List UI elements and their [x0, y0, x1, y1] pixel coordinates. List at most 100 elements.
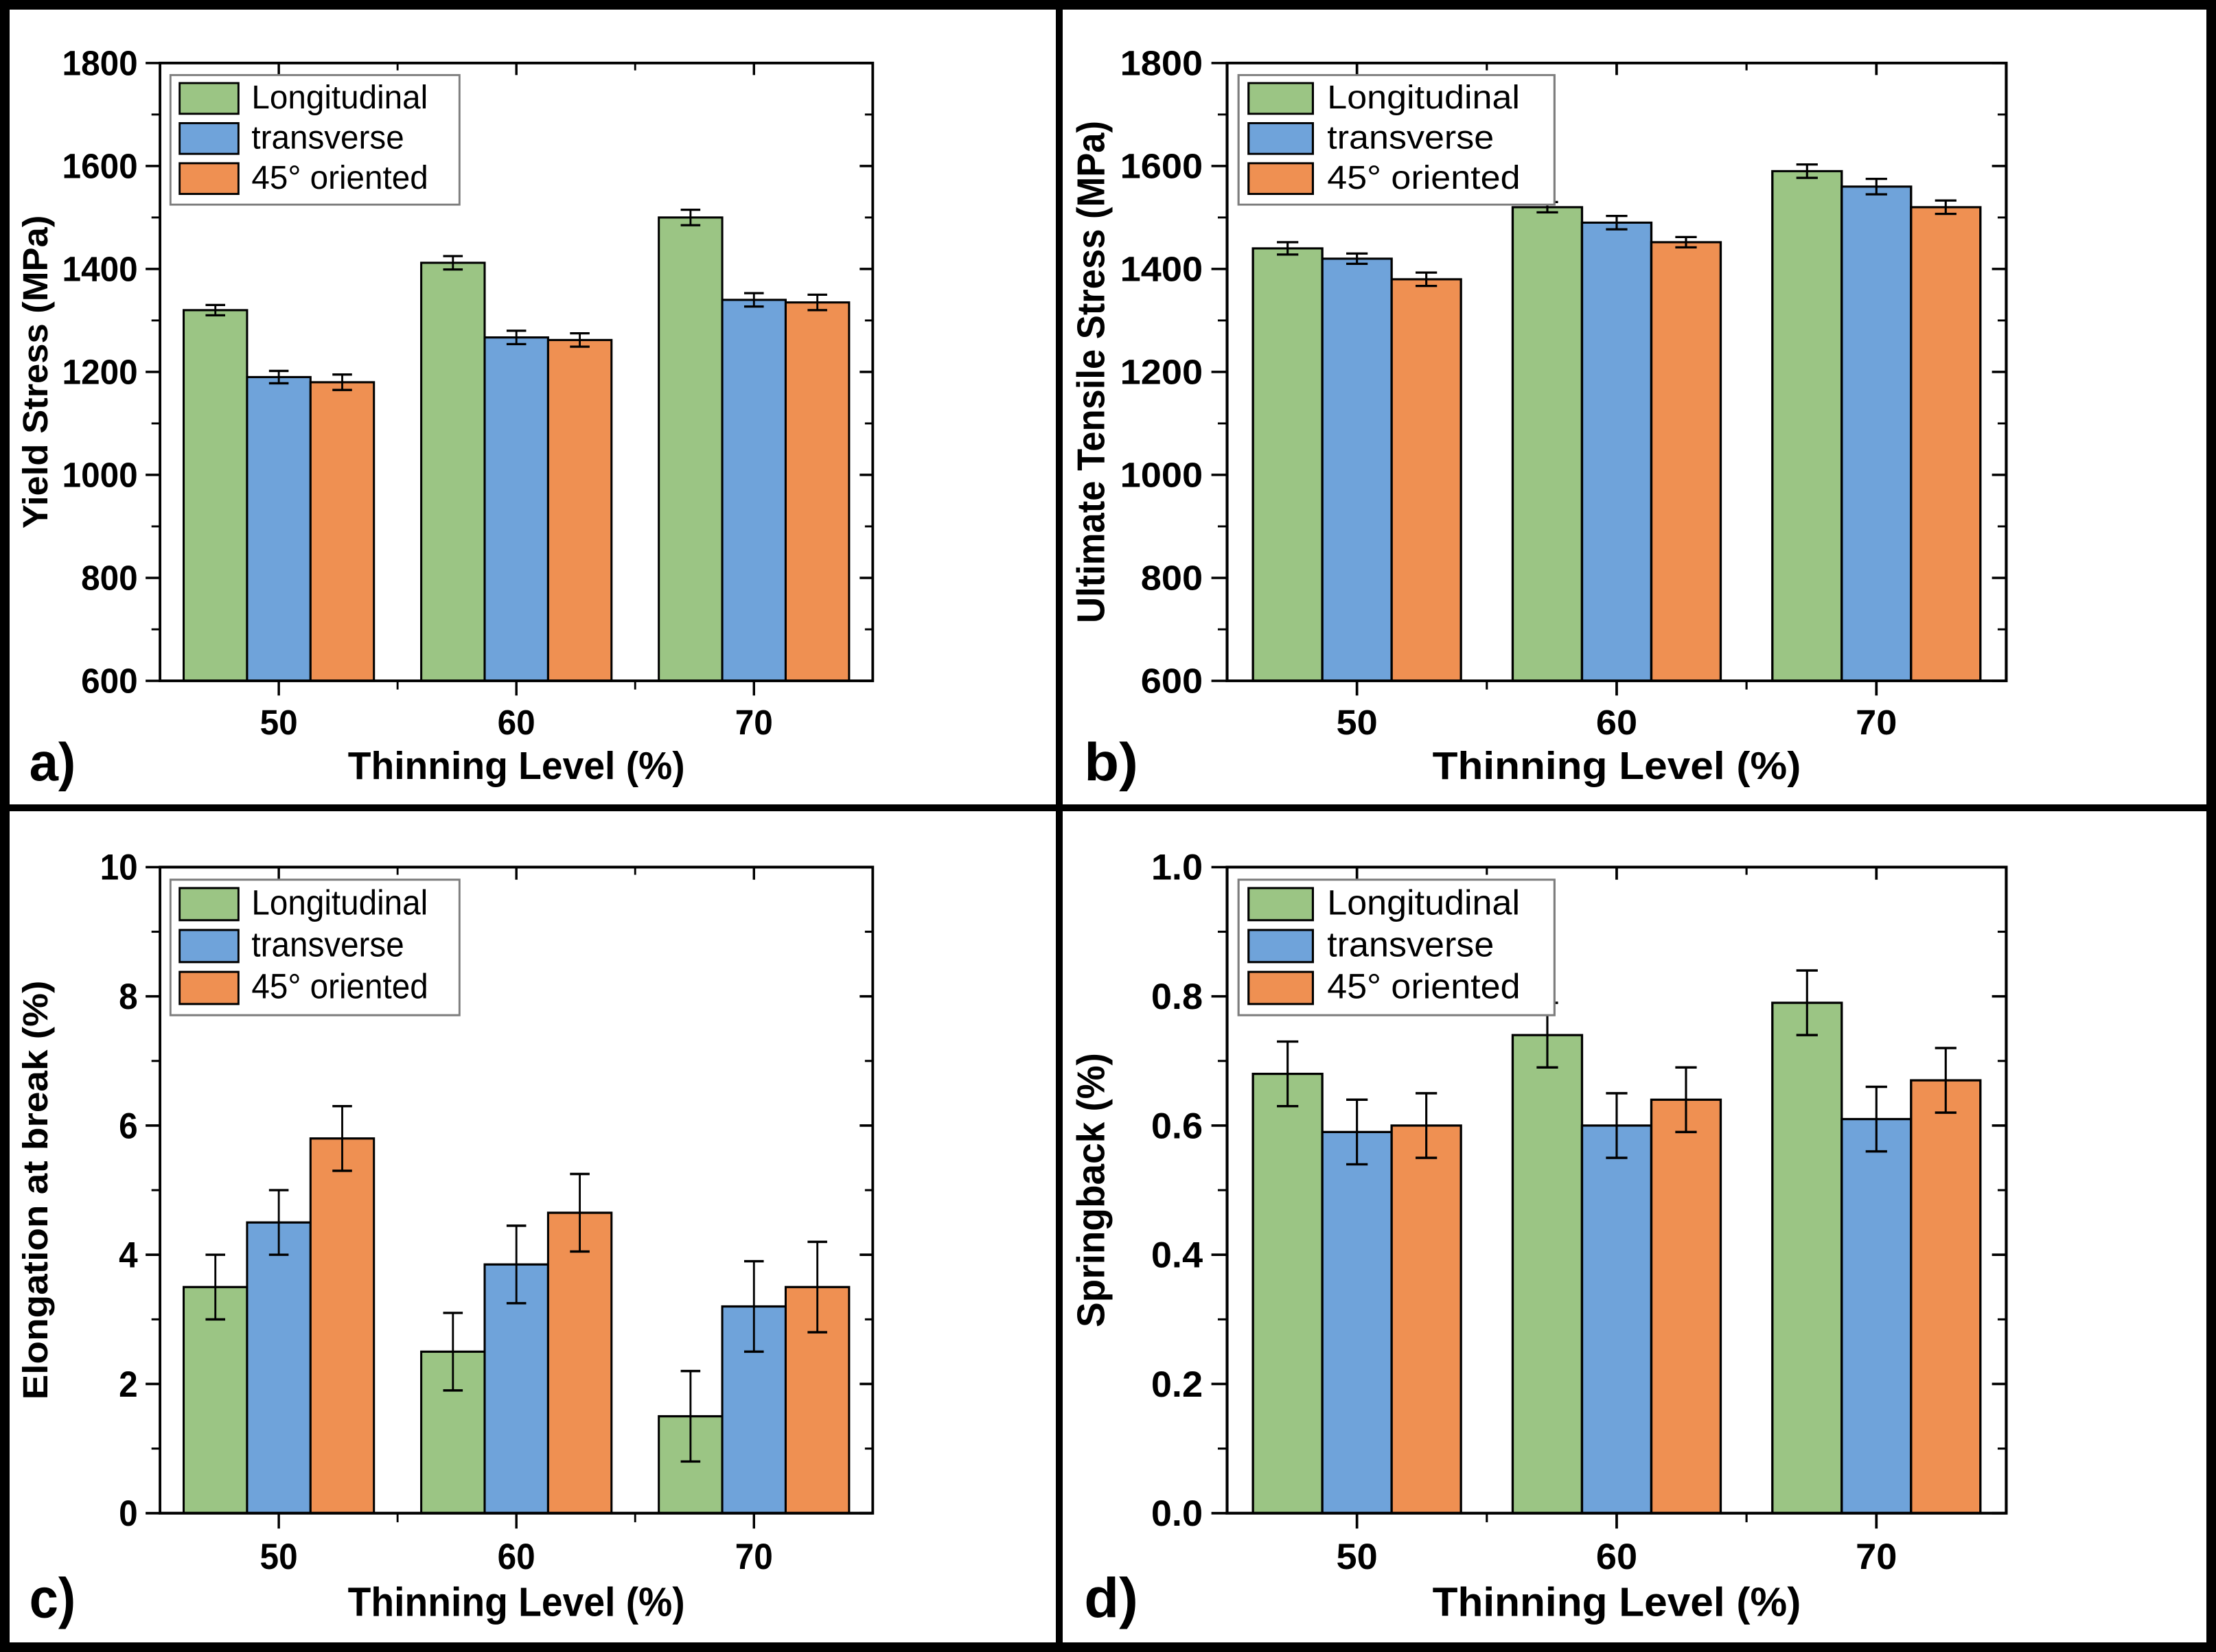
y-tick-label: 8 [119, 976, 138, 1016]
y-axis-title: Yield Stress (MPa) [16, 216, 56, 528]
bar-longitudinal-70 [658, 216, 724, 682]
legend-label-transverse: transverse [1327, 924, 1494, 964]
bar-transverse-70 [1840, 1117, 1913, 1515]
x-axis-title: Thinning Level (%) [1433, 1579, 1801, 1625]
bar-45-oriented-60 [546, 338, 613, 682]
errorbar-45-oriented-50 [1416, 1092, 1438, 1159]
bar-45-oriented-60 [546, 1211, 613, 1515]
bar-longitudinal-60 [1511, 206, 1584, 682]
errorbar-transverse-70 [743, 1259, 764, 1353]
y-tick-label: 600 [1141, 662, 1203, 701]
bar-longitudinal-50 [182, 1285, 249, 1515]
y-tick-label: 6 [119, 1106, 138, 1146]
errorbar-45-oriented-70 [1935, 199, 1957, 216]
legend-swatch-longitudinal [178, 82, 240, 115]
x-axis-title: Thinning Level (%) [1433, 745, 1801, 788]
legend-swatch-45-oriented [178, 162, 240, 196]
bar-45-oriented-70 [784, 301, 851, 682]
legend-label-transverse: transverse [1327, 118, 1494, 156]
y-tick-label: 1200 [1120, 353, 1203, 392]
errorbar-transverse-70 [1865, 1085, 1887, 1153]
legend-swatch-45-oriented [178, 970, 240, 1005]
legend-label-45-oriented: 45° oriented [251, 967, 428, 1006]
x-tick-label: 70 [1856, 703, 1897, 742]
bar-45-oriented-50 [1390, 1124, 1462, 1515]
bar-45-oriented-60 [1650, 1098, 1722, 1515]
errorbar-longitudinal-70 [1796, 163, 1818, 179]
chart-yield-stress: 600 800 1000 1200 1400 1600 1800 50 60 70 Yield St… [16, 44, 875, 792]
y-tick-label: 1000 [1120, 456, 1203, 495]
errorbar-45-oriented-70 [1935, 1047, 1957, 1114]
bar-longitudinal-50 [1251, 247, 1324, 682]
y-axis-title: Ultimate Tensile Stress (MPa) [1070, 121, 1113, 623]
y-tick-label: 10 [100, 847, 138, 887]
y-tick-label: 2 [119, 1364, 138, 1404]
y-tick-label: 0.2 [1151, 1364, 1203, 1404]
errorbar-longitudinal-50 [205, 303, 226, 317]
x-tick-label: 70 [735, 1537, 773, 1577]
bar-45-oriented-50 [309, 381, 376, 682]
y-tick-label: 1600 [62, 147, 138, 186]
errorbar-transverse-60 [1606, 214, 1628, 231]
bar-transverse-60 [483, 336, 549, 682]
legend-label-45-oriented: 45° oriented [1327, 158, 1520, 196]
panel-letter: a) [30, 732, 76, 792]
x-axis-title: Thinning Level (%) [348, 743, 685, 787]
bar-45-oriented-50 [1390, 278, 1462, 682]
errorbar-transverse-60 [506, 1224, 527, 1305]
legend-label-longitudinal: Longitudinal [1327, 883, 1520, 922]
bar-45-oriented-50 [309, 1137, 376, 1515]
errorbar-transverse-50 [1346, 252, 1368, 266]
chart-ultimate-tensile-stress: 600 800 1000 1200 1400 1600 1800 50 60 70 Ultimate… [1070, 45, 2008, 792]
errorbar-45-oriented-50 [332, 1104, 352, 1172]
errorbar-transverse-50 [268, 1189, 289, 1256]
y-tick-label: 4 [119, 1235, 138, 1275]
errorbar-transverse-70 [1865, 177, 1887, 196]
legend-swatch-transverse [178, 929, 240, 964]
panel-c: 0 2 4 6 8 10 50 60 70 Elongation at break (%) Thin… [10, 811, 1056, 1642]
panel-letter: b) [1084, 732, 1138, 792]
x-tick-label: 70 [1856, 1537, 1897, 1577]
errorbar-45-oriented-70 [807, 1240, 827, 1334]
errorbar-transverse-60 [1606, 1092, 1628, 1159]
legend-label-longitudinal: Longitudinal [1327, 78, 1520, 116]
x-tick-label: 60 [498, 1537, 535, 1577]
bar-transverse-70 [721, 299, 787, 682]
panel-a: 600 800 1000 1200 1400 1600 1800 50 60 70 Yield St… [10, 10, 1056, 804]
errorbar-transverse-70 [743, 292, 764, 308]
legend-swatch-transverse [178, 121, 240, 155]
y-tick-label: 0.6 [1151, 1106, 1203, 1146]
bar-longitudinal-60 [1511, 1034, 1584, 1515]
x-tick-label: 70 [735, 703, 773, 742]
y-tick-label: 0 [119, 1493, 138, 1534]
errorbar-45-oriented-60 [1675, 235, 1697, 249]
errorbar-longitudinal-50 [1277, 241, 1299, 256]
legend-label-longitudinal: Longitudinal [251, 79, 428, 117]
bar-transverse-50 [1321, 257, 1393, 682]
x-tick-label: 50 [1337, 1537, 1378, 1577]
legend-swatch-longitudinal [178, 887, 240, 922]
y-tick-label: 1400 [1120, 251, 1203, 289]
y-tick-label: 0.8 [1151, 977, 1203, 1017]
x-axis-title: Thinning Level (%) [348, 1580, 685, 1625]
errorbar-45-oriented-60 [570, 1172, 590, 1253]
errorbar-transverse-60 [506, 329, 527, 346]
x-tick-label: 50 [1337, 703, 1378, 742]
chart-springback: 0.0 0.2 0.4 0.6 0.8 1.0 50 60 70 Springback (%) Th… [1070, 848, 2008, 1629]
legend-swatch-transverse [1247, 121, 1314, 155]
legend-label-45-oriented: 45° oriented [1327, 966, 1520, 1005]
bar-longitudinal-50 [1251, 1073, 1324, 1515]
legend-swatch-transverse [1247, 929, 1314, 964]
bar-longitudinal-60 [420, 261, 486, 682]
x-tick-label: 60 [1596, 703, 1637, 742]
errorbar-45-oriented-50 [332, 373, 352, 391]
legend-label-transverse: transverse [251, 119, 404, 156]
errorbar-longitudinal-70 [680, 208, 701, 226]
bar-45-oriented-60 [1650, 241, 1722, 682]
legend-swatch-longitudinal [1247, 887, 1314, 922]
bar-longitudinal-70 [1771, 1001, 1843, 1515]
